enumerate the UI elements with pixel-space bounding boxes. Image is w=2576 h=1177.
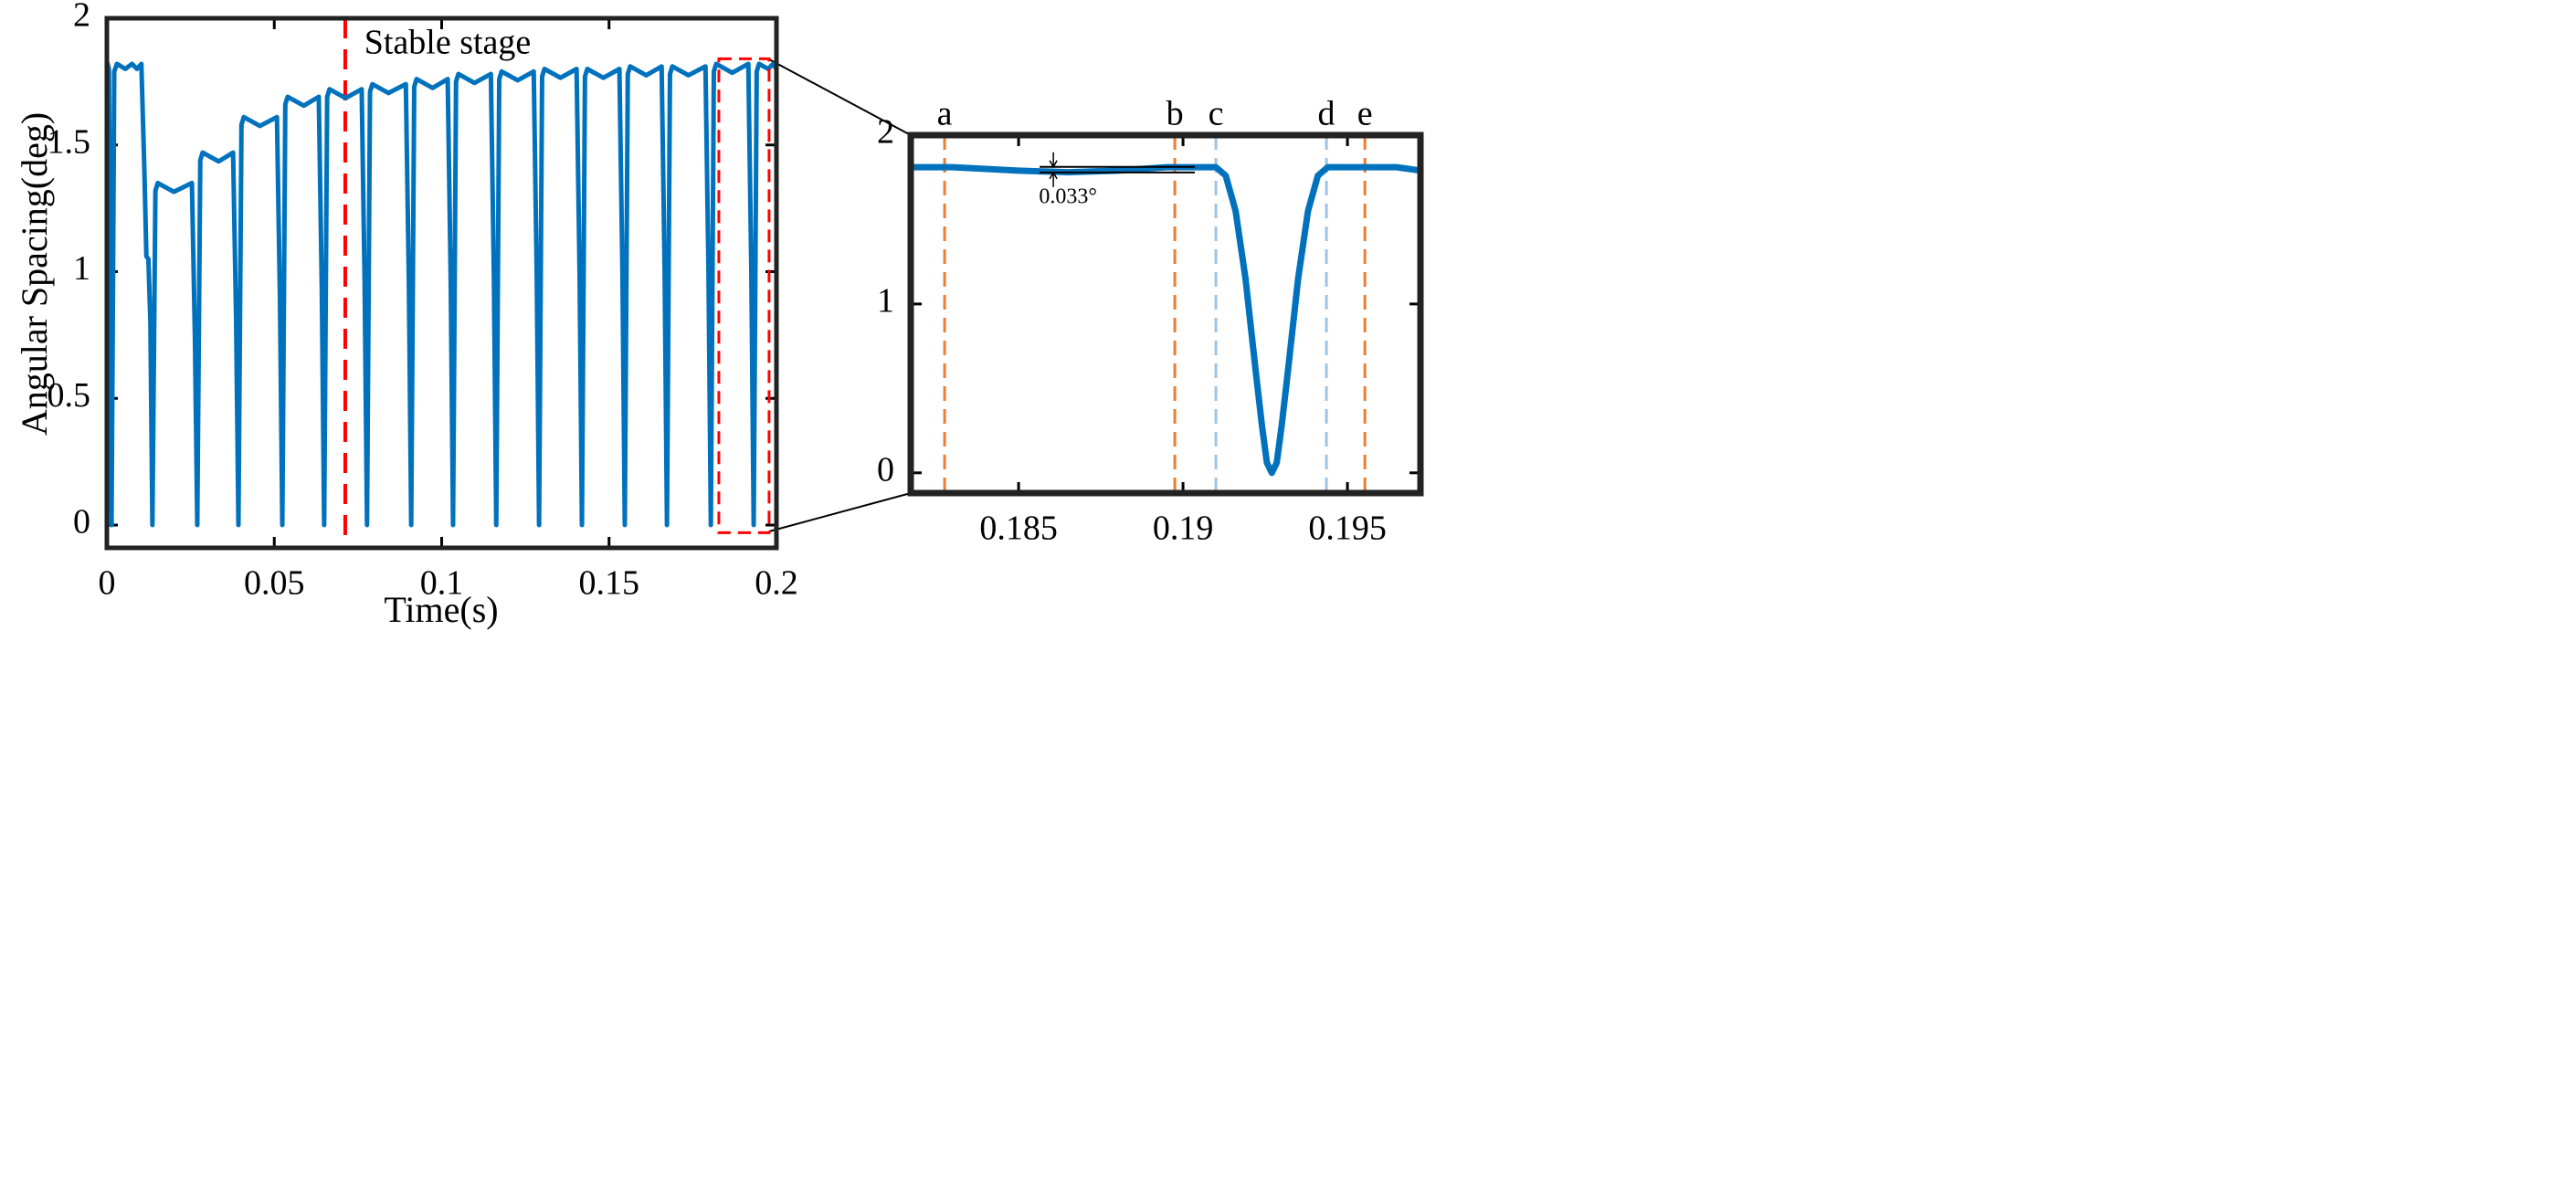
zoom-connector xyxy=(768,58,912,136)
x-tick-label: 0.185 xyxy=(979,510,1058,548)
measure-arrow xyxy=(1049,152,1058,187)
y-tick-label: 2 xyxy=(73,0,90,35)
x-tick-label: 0.1 xyxy=(420,564,464,603)
zoom-box xyxy=(717,57,771,534)
x-axis-label: Time(s) xyxy=(384,589,498,630)
data-line xyxy=(104,58,779,528)
data-line xyxy=(907,163,1424,477)
marker-label: b xyxy=(1167,95,1184,133)
y-tick-label: 2 xyxy=(877,113,894,152)
zoom-connector xyxy=(768,492,912,532)
y-tick-label: 1 xyxy=(73,249,90,288)
marker-label: d xyxy=(1318,95,1336,133)
x-tick-label: 0.19 xyxy=(1153,510,1214,548)
marker-label: a xyxy=(937,95,953,133)
y-axis-label: Angular Spacing(deg) xyxy=(14,112,55,436)
plot-frame xyxy=(907,131,1424,497)
y-tick-label: 1.5 xyxy=(48,122,91,161)
annotation: Stable stage xyxy=(364,24,532,62)
y-tick-label: 0.5 xyxy=(48,376,91,415)
x-tick-label: 0.195 xyxy=(1308,510,1387,548)
plot-frame xyxy=(104,16,779,551)
x-tick-label: 0.15 xyxy=(579,564,640,603)
measure-label: 0.033° xyxy=(1039,184,1097,208)
y-tick-label: 0 xyxy=(877,451,894,489)
marker-label: c xyxy=(1209,95,1224,133)
x-tick-label: 0.05 xyxy=(244,564,305,603)
y-tick-label: 0 xyxy=(73,503,90,541)
marker-label: e xyxy=(1357,95,1373,133)
x-tick-label: 0.2 xyxy=(755,564,798,603)
x-tick-label: 0 xyxy=(99,564,116,603)
y-tick-label: 1 xyxy=(877,282,894,321)
